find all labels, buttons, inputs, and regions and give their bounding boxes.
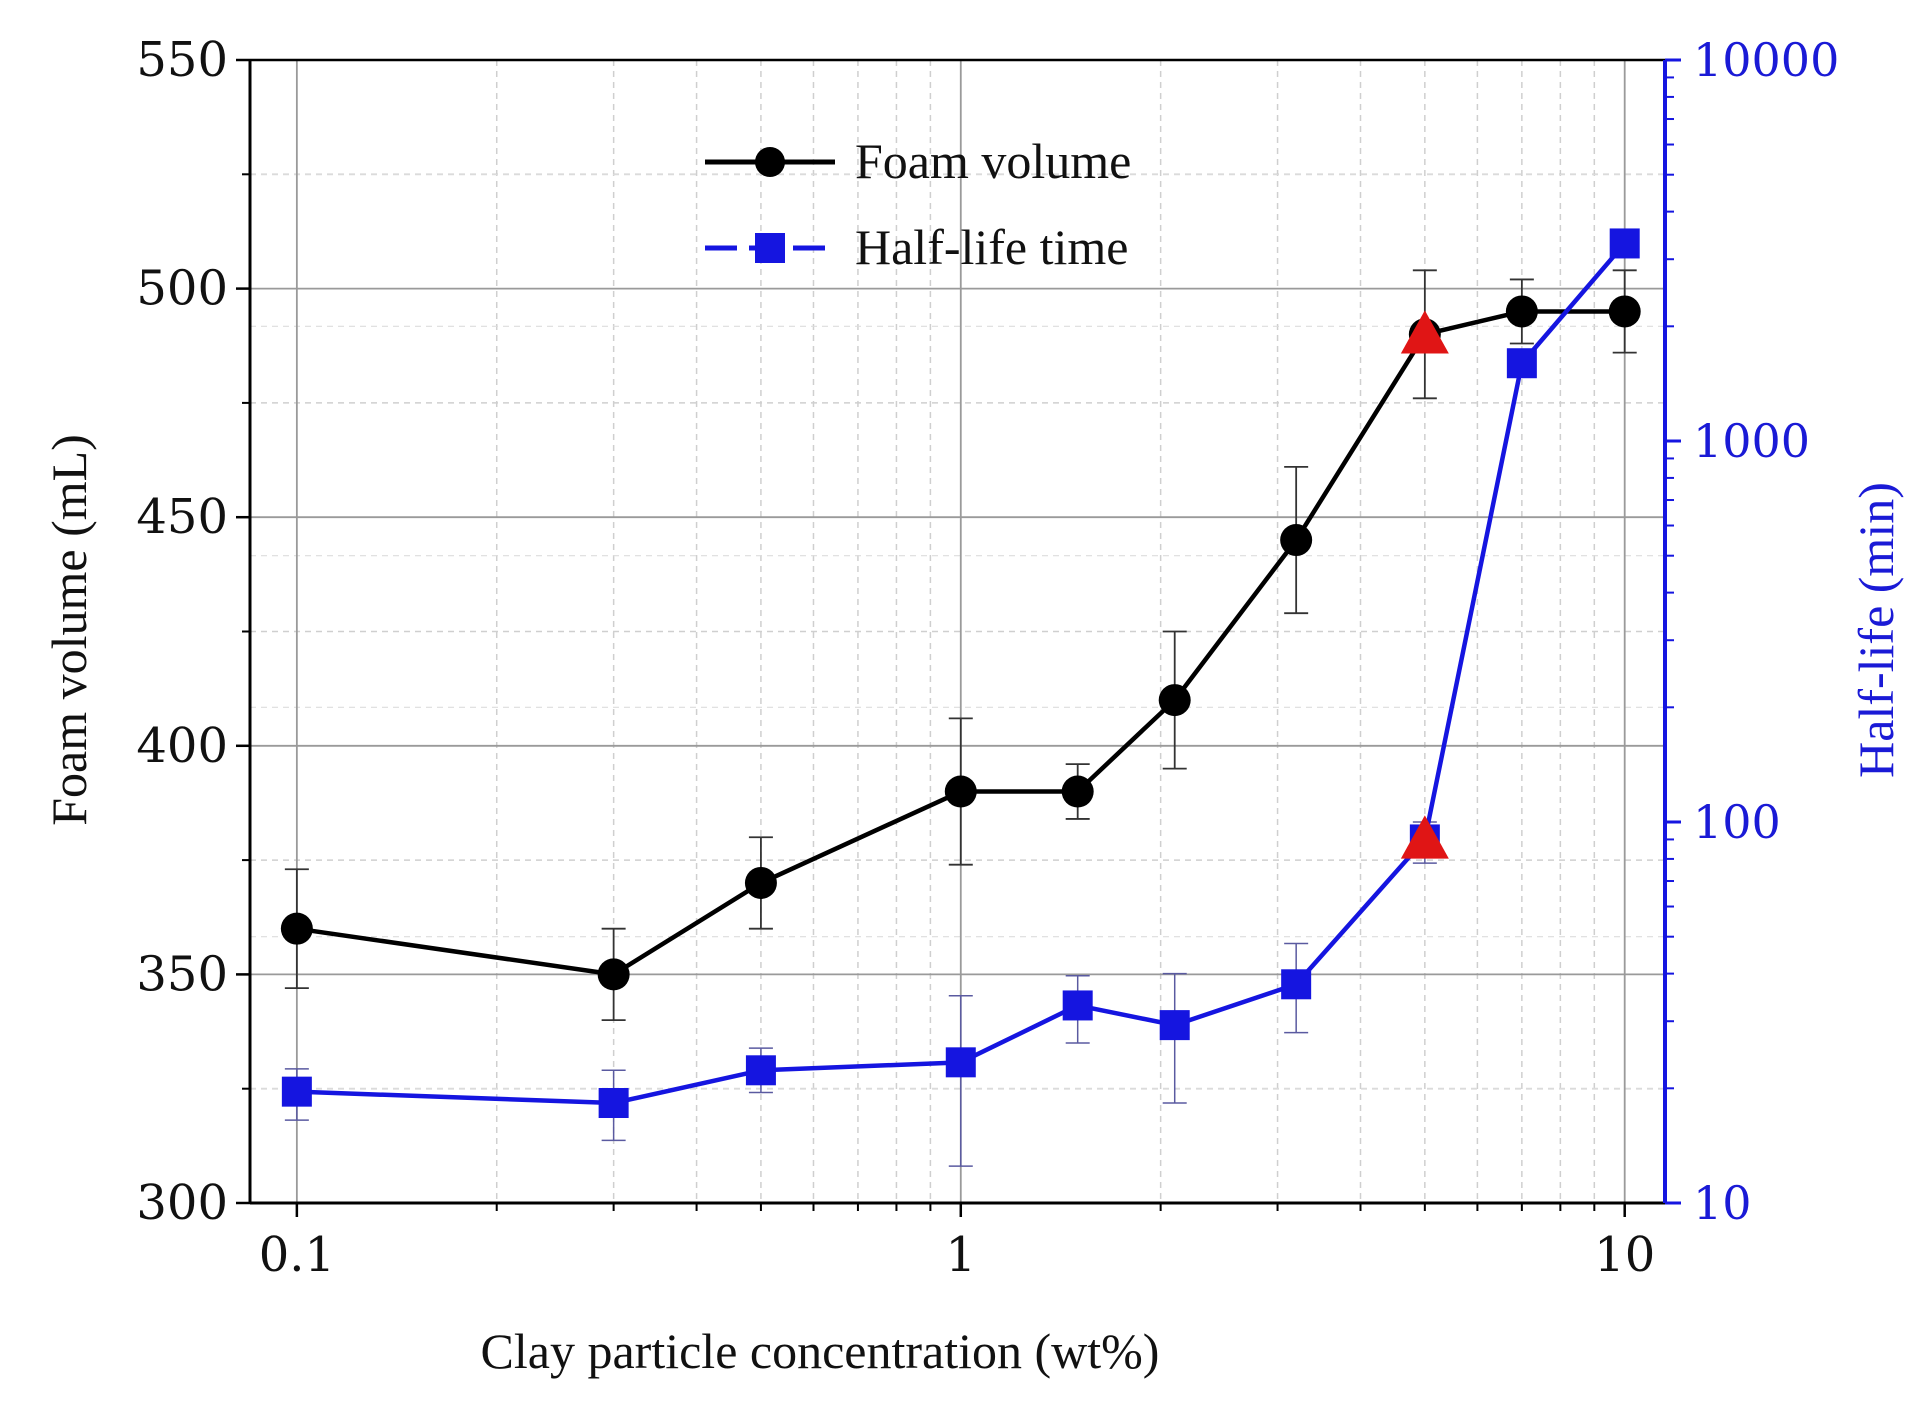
y-tick-label: 350 — [136, 946, 228, 1002]
axis-tick-labels: 300 350 400 450 500 550 0.1 1 10 10 100 1000 10000 — [136, 32, 1839, 1283]
y2-tick-label: 100 — [1693, 795, 1781, 849]
highlight-triangle — [1400, 310, 1449, 354]
series-lines — [296, 241, 1627, 1106]
point-foam-volume — [1280, 524, 1313, 557]
highlight-triangle — [1400, 815, 1449, 859]
point-half-life — [745, 1055, 776, 1086]
y2-tick-label: 10 — [1693, 1176, 1752, 1230]
x-axis-title: Clay particle concentration (wt%) — [481, 1323, 1160, 1379]
point-foam-volume — [1608, 295, 1641, 328]
point-foam-volume — [744, 866, 777, 899]
point-half-life — [598, 1088, 629, 1119]
point-foam-volume — [1505, 295, 1538, 328]
point-foam-volume — [1061, 775, 1094, 808]
legend-label-foam-volume: Foam volume — [855, 133, 1131, 189]
legend-label-half-life: Half-life time — [855, 219, 1129, 275]
point-foam-volume — [944, 775, 977, 808]
axis-ticks — [236, 58, 1681, 1217]
line-foam-volume — [296, 309, 1625, 977]
point-foam-volume — [597, 958, 630, 991]
point-half-life — [281, 1076, 312, 1107]
y2-tick-label: 10000 — [1693, 33, 1839, 87]
y2-tick-label: 1000 — [1693, 414, 1810, 468]
y2-axis-title: Half-life (min) — [1848, 482, 1904, 778]
y-tick-label: 400 — [136, 718, 228, 774]
x-tick-label: 10 — [1594, 1227, 1655, 1283]
x-tick-label: 1 — [946, 1227, 977, 1283]
y-tick-label: 500 — [136, 261, 228, 317]
point-half-life — [1159, 1010, 1190, 1041]
point-half-life — [1609, 228, 1640, 259]
line-half-life — [296, 241, 1627, 1106]
point-half-life — [1062, 990, 1093, 1021]
x-tick-label: 0.1 — [259, 1227, 335, 1283]
point-half-life — [1506, 348, 1537, 379]
legend: Foam volume Half-life time — [705, 133, 1131, 275]
y-tick-label: 450 — [136, 489, 228, 545]
y-tick-label: 550 — [136, 32, 228, 88]
series-markers — [280, 228, 1641, 1119]
y-tick-label: 300 — [136, 1175, 228, 1231]
y-axis-title: Foam volume (mL) — [41, 434, 97, 826]
point-half-life — [945, 1047, 976, 1078]
point-foam-volume — [1158, 684, 1191, 717]
point-foam-volume — [280, 912, 313, 945]
legend-marker-foam-volume — [755, 147, 785, 177]
legend-marker-half-life — [755, 233, 785, 263]
point-half-life — [1281, 969, 1312, 1000]
